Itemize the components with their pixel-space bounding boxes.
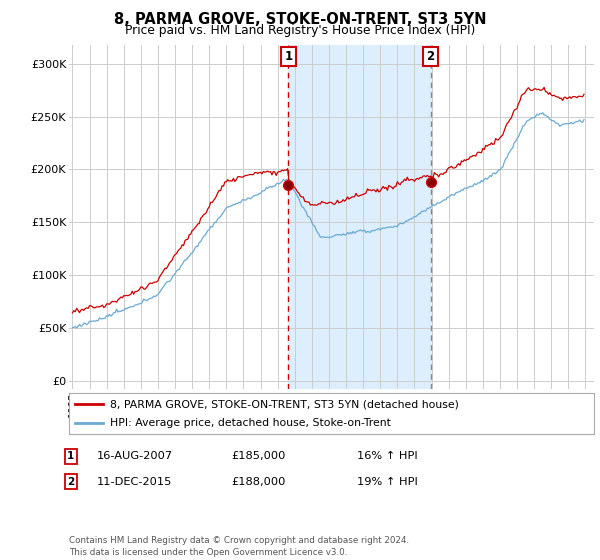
Text: Price paid vs. HM Land Registry's House Price Index (HPI): Price paid vs. HM Land Registry's House …: [125, 24, 475, 36]
Text: 2: 2: [427, 50, 434, 63]
Text: 16% ↑ HPI: 16% ↑ HPI: [357, 451, 418, 461]
Text: 1: 1: [284, 50, 292, 63]
Bar: [289, 45, 431, 389]
Text: 16-AUG-2007: 16-AUG-2007: [97, 451, 173, 461]
Text: 2: 2: [67, 477, 74, 487]
Text: 8, PARMA GROVE, STOKE-ON-TRENT, ST3 5YN: 8, PARMA GROVE, STOKE-ON-TRENT, ST3 5YN: [114, 12, 486, 27]
Text: £188,000: £188,000: [231, 477, 286, 487]
Text: 1: 1: [67, 451, 74, 461]
Text: Contains HM Land Registry data © Crown copyright and database right 2024.
This d: Contains HM Land Registry data © Crown c…: [69, 536, 409, 557]
Text: HPI: Average price, detached house, Stoke-on-Trent: HPI: Average price, detached house, Stok…: [110, 418, 391, 428]
Text: 19% ↑ HPI: 19% ↑ HPI: [357, 477, 418, 487]
Text: £185,000: £185,000: [231, 451, 286, 461]
Text: 11-DEC-2015: 11-DEC-2015: [97, 477, 173, 487]
Text: 8, PARMA GROVE, STOKE-ON-TRENT, ST3 5YN (detached house): 8, PARMA GROVE, STOKE-ON-TRENT, ST3 5YN …: [110, 399, 459, 409]
